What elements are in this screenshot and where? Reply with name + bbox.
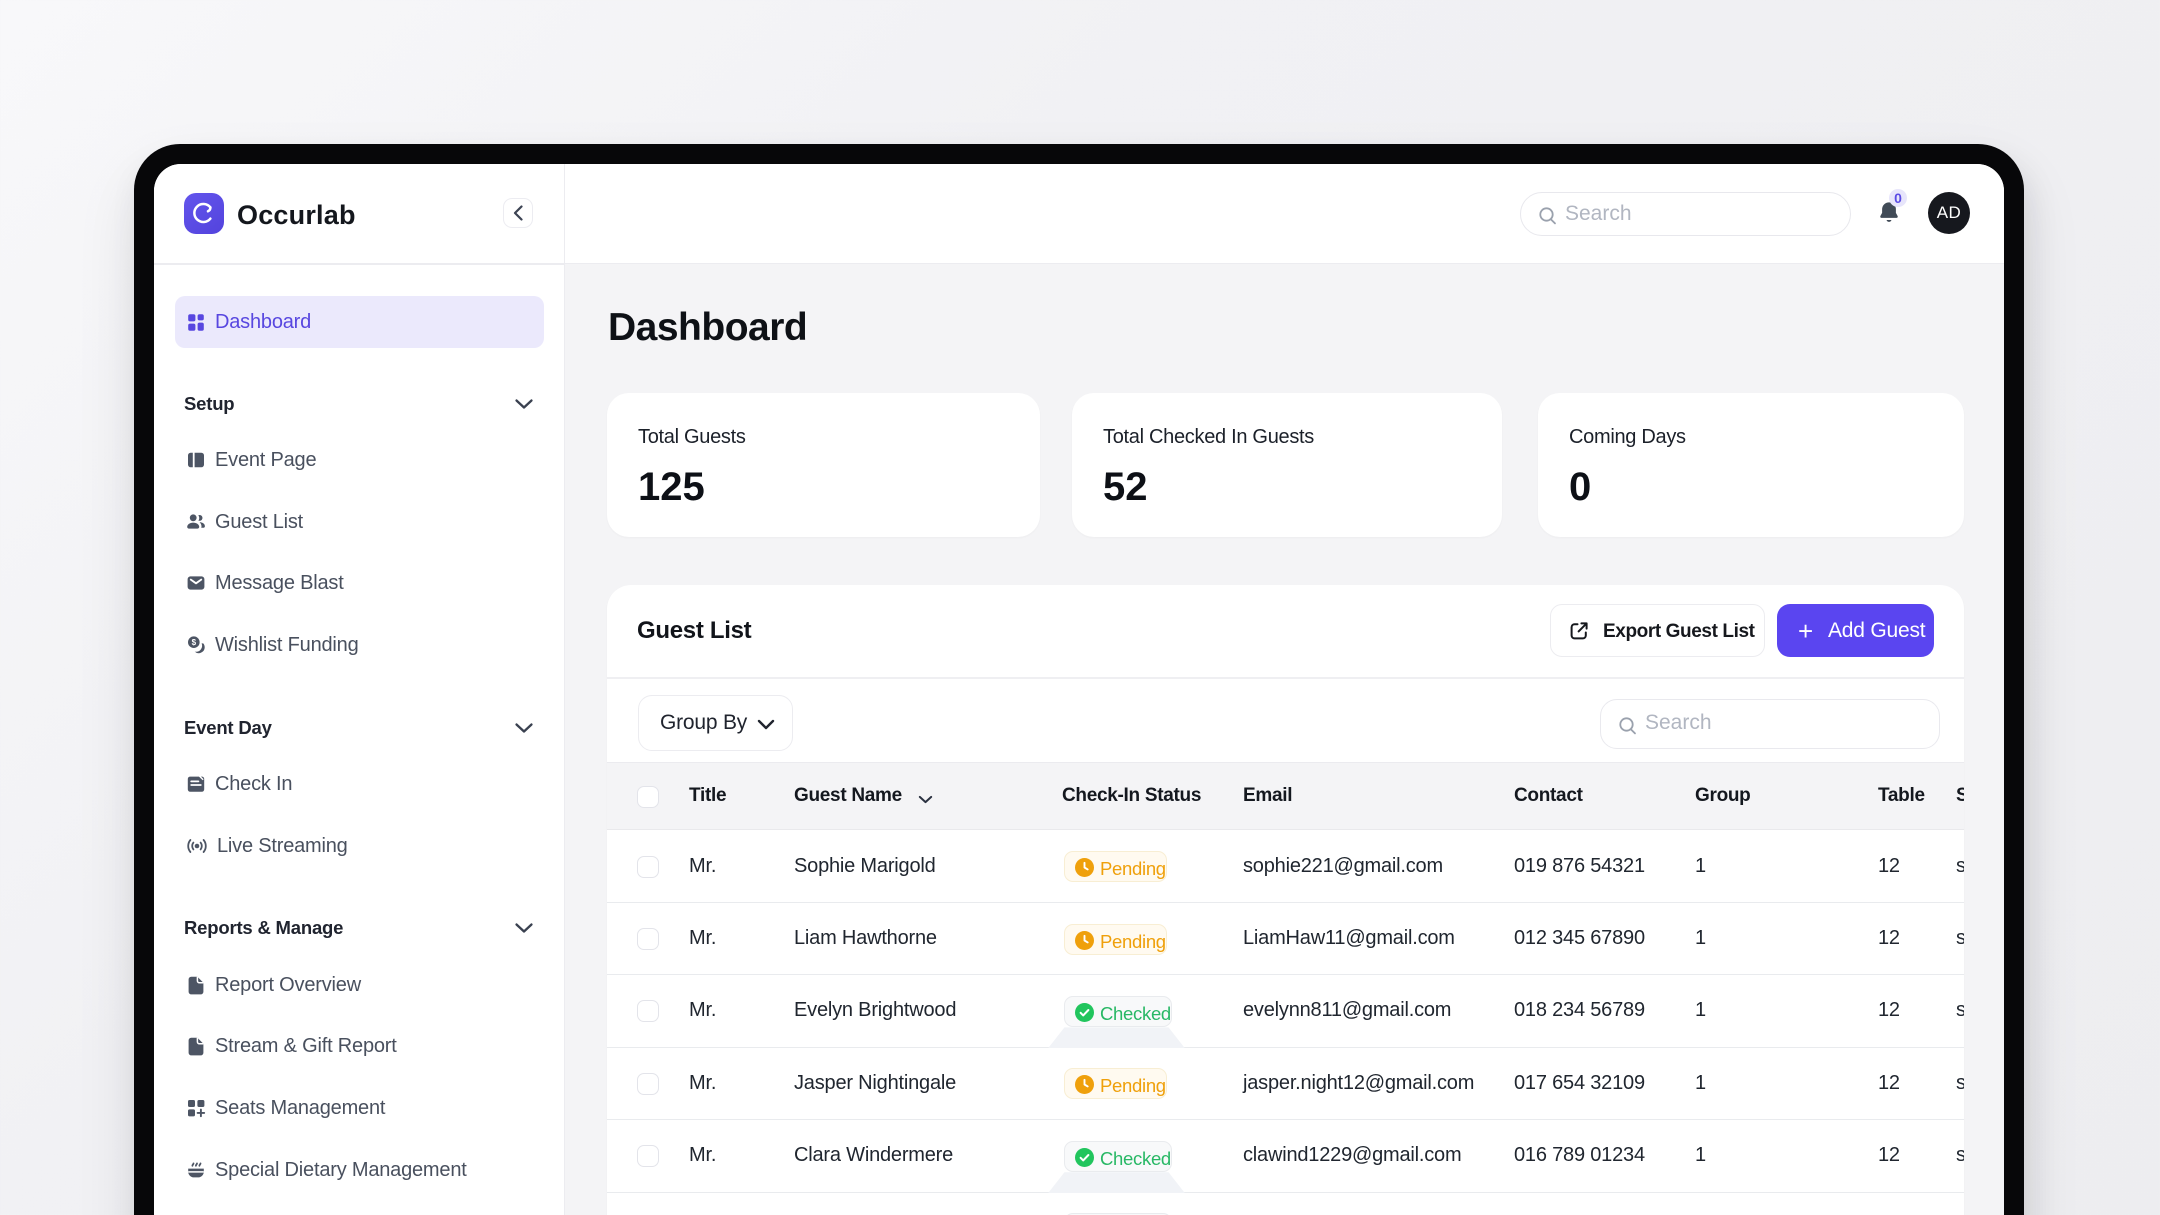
svg-text:$: $ — [192, 638, 197, 647]
